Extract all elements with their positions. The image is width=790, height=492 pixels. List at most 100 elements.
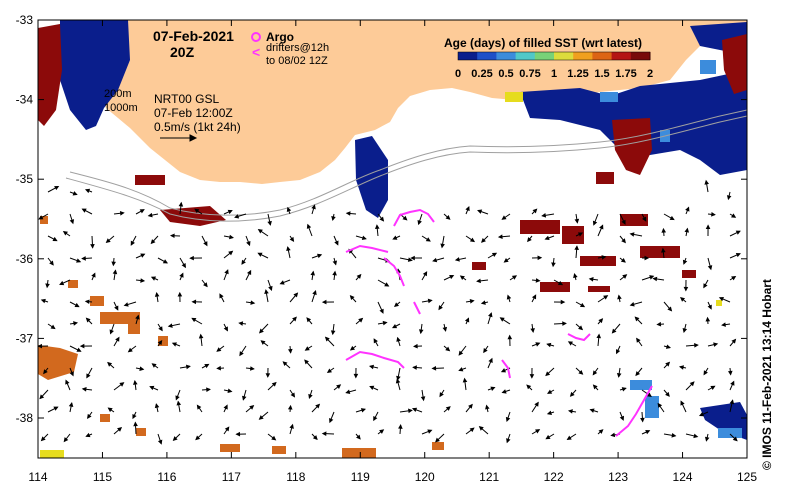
current-arrow-head — [645, 430, 651, 435]
current-arrow-head — [478, 426, 484, 431]
current-arrow-head — [488, 357, 493, 363]
current-arrow-head — [622, 274, 628, 279]
current-arrow-head — [139, 209, 145, 214]
current-arrow-head — [195, 435, 201, 441]
y-tick-label: -38 — [16, 411, 34, 425]
current-arrow-head — [306, 223, 312, 229]
current-arrow-head — [735, 230, 741, 235]
colorbar-ticks: 0 0.25 0.5 0.75 1 1.25 1.5 1.75 2 — [455, 68, 653, 80]
current-arrow-head — [107, 407, 113, 413]
current-arrow-head — [535, 429, 541, 434]
current-arrow-head — [147, 212, 153, 218]
current-arrow-head — [149, 385, 155, 391]
colorbar-tick-label: 1.5 — [594, 68, 609, 80]
current-arrow-head — [373, 416, 378, 422]
current-arrow-head — [731, 338, 737, 344]
current-arrow-head — [592, 220, 598, 226]
current-arrow-head — [439, 392, 444, 398]
current-arrow-head — [154, 291, 160, 297]
current-arrow-head — [379, 308, 384, 314]
colorbar-tick-label: 0.25 — [471, 68, 492, 80]
current-arrow-head — [312, 435, 318, 441]
current-arrow-head — [480, 300, 486, 305]
current-arrow-head — [356, 273, 362, 279]
current-arrow-head — [574, 218, 580, 224]
current-arrow-head — [535, 278, 541, 283]
current-arrow-head — [59, 280, 65, 286]
current-arrow-head — [114, 305, 119, 311]
colorbar-tick-label: 1 — [551, 68, 557, 80]
current-arrow-head — [177, 291, 183, 297]
current-arrow-head — [157, 439, 163, 445]
current-info-line1: NRT00 GSL — [154, 92, 219, 106]
current-arrow-head — [76, 347, 82, 352]
current-arrow-head — [615, 349, 621, 355]
current-arrow-head — [703, 283, 708, 289]
current-arrow-head — [682, 259, 688, 265]
current-arrow-head — [667, 306, 673, 312]
x-tick-label: 122 — [544, 470, 564, 484]
current-arrow-head — [396, 336, 401, 342]
current-arrow-head — [506, 438, 511, 444]
current-arrow-head — [332, 260, 338, 266]
current-info-line2: 07-Feb 12:00Z — [154, 106, 233, 120]
current-arrow-head — [501, 389, 507, 394]
current-arrow-head — [171, 342, 177, 347]
current-arrow-head — [69, 371, 74, 377]
colorbar-title: Age (days) of filled SST (wrt latest) — [444, 36, 642, 50]
current-arrow-head — [732, 436, 738, 442]
x-tick-label: 117 — [222, 470, 241, 484]
current-arrow-head — [374, 224, 380, 230]
current-arrow-head — [130, 240, 135, 246]
current-arrow-head — [191, 299, 197, 305]
current-arrow-head — [321, 431, 327, 436]
current-arrow-head — [37, 343, 43, 349]
current-arrow-head — [427, 429, 433, 434]
current-arrow-head — [317, 253, 323, 259]
current-arrow-head — [224, 426, 230, 432]
current-arrow-head — [63, 437, 69, 443]
colorbar-border — [457, 51, 651, 61]
current-arrow-head — [410, 255, 415, 261]
current-arrow-head — [501, 215, 507, 220]
current-arrow-head — [345, 211, 351, 216]
current-arrow-head — [710, 385, 716, 391]
current-arrow-head — [567, 341, 573, 346]
current-arrow-head — [545, 371, 551, 377]
current-arrow-head — [685, 206, 690, 212]
current-arrow-head — [258, 328, 264, 334]
current-arrow-head — [105, 238, 111, 244]
current-arrow-head — [679, 365, 684, 370]
current-arrow-head — [286, 206, 292, 212]
current-arrow-head — [39, 394, 45, 400]
current-arrow-head — [84, 299, 90, 305]
time-label: 20Z — [170, 44, 195, 60]
current-arrow-head — [271, 381, 277, 387]
current-arrow-head — [349, 345, 355, 351]
colorbar — [457, 51, 651, 61]
current-arrow-head — [204, 363, 210, 369]
current-arrow-head — [393, 302, 400, 308]
current-arrow-head — [227, 388, 233, 394]
current-arrow-head — [373, 338, 378, 344]
current-arrow-head — [133, 421, 138, 427]
current-arrow-head — [326, 368, 332, 374]
current-arrow-head — [689, 381, 695, 387]
current-arrow-head — [196, 404, 202, 410]
current-arrow-head — [361, 235, 367, 241]
current-arrow-head — [224, 269, 229, 275]
current-arrow-head — [257, 229, 263, 234]
x-tick-label: 115 — [93, 470, 112, 484]
current-arrow-head — [85, 317, 91, 323]
current-arrow-head — [257, 252, 263, 257]
current-arrow-head — [206, 387, 211, 392]
current-arrow-head — [271, 435, 277, 441]
current-arrow-head — [621, 219, 626, 225]
current-arrow-head — [529, 374, 535, 379]
current-arrow-head — [680, 297, 686, 302]
current-arrow-head — [167, 323, 173, 328]
current-arrow-head — [321, 299, 327, 305]
current-arrow-head — [621, 238, 626, 244]
current-arrow-head — [432, 257, 438, 263]
current-arrow-head — [598, 429, 604, 434]
